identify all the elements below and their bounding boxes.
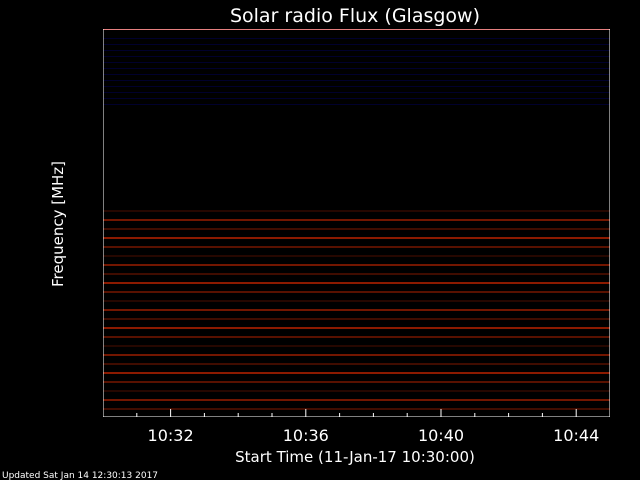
- heatmap-channel-line: [103, 408, 610, 410]
- heatmap-channel-line: [103, 354, 610, 356]
- heatmap-channel-line: [103, 381, 610, 383]
- heatmap-channel-line: [103, 62, 610, 63]
- heatmap-channel-line: [103, 255, 610, 257]
- heatmap-channel-line: [103, 210, 610, 212]
- x-tick-label: 10:40: [418, 426, 464, 445]
- y-axis-label: Frequency [MHz]: [49, 161, 67, 287]
- heatmap-channel-line: [103, 300, 610, 302]
- heatmap-channel-line: [103, 80, 610, 81]
- heatmap-channel-line: [103, 50, 610, 51]
- heatmap-channel-line: [103, 98, 610, 99]
- heatmap-channel-line: [103, 246, 610, 248]
- heatmap-channel-line: [103, 74, 610, 75]
- heatmap-channel-line: [103, 104, 610, 105]
- heatmap-channel-line: [103, 228, 610, 230]
- chart-title: Solar radio Flux (Glasgow): [230, 5, 480, 27]
- x-tick-label: 10:36: [283, 426, 329, 445]
- heatmap-channel-line: [103, 92, 610, 93]
- heatmap-channel-line: [103, 345, 610, 347]
- heatmap-channel-line: [103, 372, 610, 374]
- heatmap-channel-line: [103, 38, 610, 39]
- heatmap-channel-line: [103, 399, 610, 401]
- heatmap-channel-line: [103, 68, 610, 69]
- updated-timestamp: Updated Sat Jan 14 12:30:13 2017: [2, 471, 158, 480]
- heatmap-channel-line: [103, 56, 610, 57]
- heatmap-channel-line: [103, 44, 610, 45]
- heatmap-channel-line: [103, 86, 610, 87]
- x-tick-label: 10:44: [553, 426, 599, 445]
- x-axis-label: Start Time (11-Jan-17 10:30:00): [235, 448, 475, 466]
- heatmap-channel-line: [103, 273, 610, 275]
- heatmap-channel-line: [103, 219, 610, 221]
- heatmap-channel-line: [103, 390, 610, 392]
- heatmap-channel-line: [103, 309, 610, 311]
- heatmap-channel-line: [103, 291, 610, 293]
- heatmap-channel-line: [103, 264, 610, 266]
- x-tick-label: 10:32: [148, 426, 194, 445]
- heatmap-channel-line: [103, 237, 610, 239]
- heatmap-channel-line: [103, 336, 610, 338]
- heatmap-channel-line: [103, 327, 610, 329]
- x-axis: 10:32 10:36 10:40 10:44: [136, 409, 599, 445]
- heatmap-channel-line: [103, 363, 610, 365]
- heatmap-channel-line: [103, 282, 610, 284]
- heatmap-channel-line: [103, 318, 610, 320]
- heatmap-texture: [103, 38, 610, 410]
- heatmap-plot-area: [103, 29, 610, 417]
